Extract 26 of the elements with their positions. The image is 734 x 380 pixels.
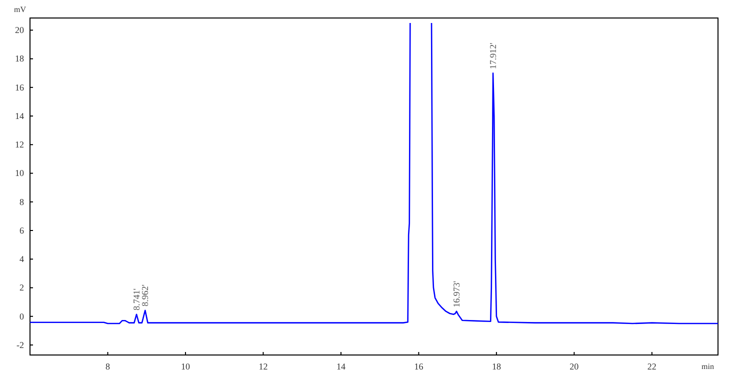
annotation: 16.973' [452,280,462,308]
y-tick-label: -2 [16,340,24,350]
annotation: 8.741' [132,288,142,310]
y-tick-label: 16 [15,82,24,92]
y-tick-label: 12 [15,140,24,150]
y-tick-label: 0 [20,311,24,322]
y-tick-label: 10 [15,168,24,178]
y-tick-label: 6 [20,225,24,236]
x-tick-label: 20 [570,361,580,372]
x-tick-label: 8 [105,361,110,372]
x-axis-title: min [702,362,714,371]
x-tick-label: 10 [180,361,190,372]
y-tick-label: 2 [20,282,24,293]
x-tick-label: 18 [492,361,502,372]
x-tick-label: 22 [647,361,656,372]
y-tick-label: 14 [15,110,24,121]
y-tick-label: 4 [20,254,24,264]
x-tick-label: 12 [258,361,268,372]
annotation: 17.912' [488,42,498,70]
x-tick-label: 16 [414,361,424,372]
y-tick-label: 18 [15,54,24,64]
x-tick-label: 14 [336,361,346,372]
y-tick-label: 8 [20,196,24,207]
annotation: 8.962' [140,284,150,306]
y-tick-label: 20 [15,25,24,36]
y-axis-title: mV [14,5,26,14]
